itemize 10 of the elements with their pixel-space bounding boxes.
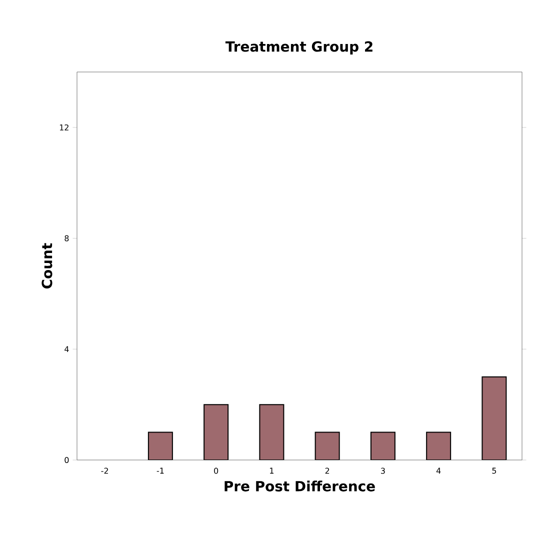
bar (204, 404, 229, 460)
bar (314, 432, 340, 460)
bar (148, 432, 173, 460)
y-axis-title: Count (42, 243, 52, 288)
bar (259, 404, 284, 460)
chart-title: Treatment Group 2 (225, 41, 372, 54)
bar (426, 432, 452, 460)
bar (482, 376, 507, 460)
x-axis-title: Pre Post Difference (224, 480, 375, 492)
bar (370, 432, 396, 460)
